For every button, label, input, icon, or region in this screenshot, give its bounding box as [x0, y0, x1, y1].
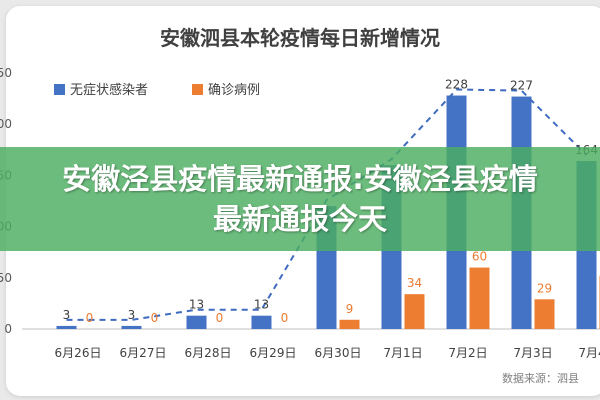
data-label-asymptomatic: 228 — [445, 78, 468, 92]
legend-label-asymptomatic: 无症状感染者 — [70, 82, 148, 98]
data-label-confirmed: 60 — [472, 250, 487, 264]
data-label-asymptomatic: 3 — [63, 308, 71, 322]
data-label-confirmed: 0 — [151, 311, 159, 325]
x-tick-label: 6月26日 — [55, 346, 102, 360]
bar-asymptomatic — [56, 325, 77, 329]
data-label-confirmed: 0 — [216, 311, 224, 325]
data-label-confirmed: 9 — [346, 302, 354, 316]
y-tick-label: 00 — [0, 117, 12, 131]
headline-text: 安徽泾县疫情最新通报:安徽泾县疫情最新通报今天 — [62, 162, 538, 236]
x-axis: 6月26日 6月27日 6月28日 6月29日 6月30日 7月1日 7月2日 7月3日 7月4… — [55, 346, 600, 360]
x-tick-label: 6月27日 — [120, 346, 167, 360]
data-label-asymptomatic: 227 — [510, 79, 533, 93]
data-label-asymptomatic: 13 — [189, 298, 204, 312]
bar-confirmed — [339, 319, 360, 329]
bar-asymptomatic — [251, 315, 272, 329]
data-label-asymptomatic: 3 — [128, 308, 136, 322]
x-tick-label: 6月29日 — [250, 346, 297, 360]
x-tick-label: 7月3日 — [513, 346, 552, 360]
data-label-asymptomatic: 13 — [254, 298, 269, 312]
y-tick-label: 50 — [0, 271, 12, 285]
bar-confirmed — [404, 294, 425, 329]
y-tick-label: 0 — [4, 322, 12, 336]
bar-confirmed — [534, 299, 555, 329]
data-label-confirmed: 34 — [407, 276, 422, 290]
headline-banner: 安徽泾县疫情最新通报:安徽泾县疫情最新通报今天 — [0, 147, 600, 251]
data-label-confirmed: 0 — [281, 311, 289, 325]
legend-label-confirmed: 确诊病例 — [208, 83, 260, 98]
source-note: 数据来源：泗县 — [502, 371, 579, 385]
legend-swatch-asymptomatic — [54, 84, 65, 95]
bar-confirmed — [469, 267, 490, 329]
x-tick-label: 7月4日 — [578, 346, 600, 360]
bar-asymptomatic — [186, 315, 207, 329]
bar-asymptomatic — [121, 325, 142, 329]
x-tick-label: 6月30日 — [315, 346, 362, 360]
y-tick-label: 50 — [0, 66, 12, 80]
chart-title: 安徽泗县本轮疫情每日新增情况 — [160, 26, 440, 50]
data-label-confirmed: 29 — [537, 281, 552, 295]
x-tick-label: 7月1日 — [383, 346, 422, 360]
legend-swatch-confirmed — [192, 84, 203, 95]
x-tick-label: 7月2日 — [448, 346, 487, 360]
data-label-confirmed: 0 — [86, 311, 94, 325]
x-tick-label: 6月28日 — [185, 346, 232, 360]
legend: 无症状感染者 确诊病例 — [54, 82, 260, 98]
data-labels: 3030130130934228602272916452 — [63, 78, 598, 325]
